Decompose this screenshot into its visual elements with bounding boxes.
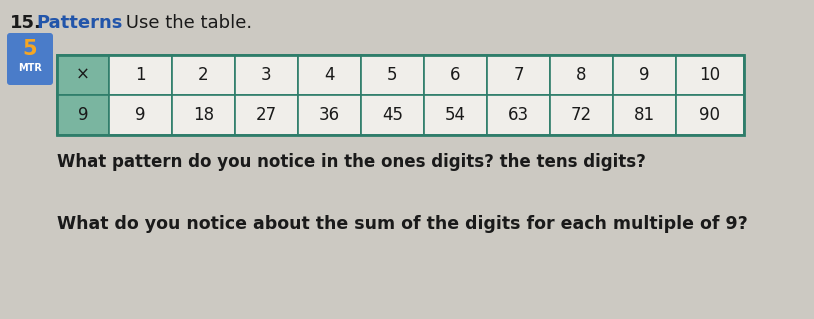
Bar (109, 95, 172, 135)
Text: 5: 5 (23, 39, 37, 59)
Text: 9: 9 (78, 106, 88, 124)
Text: 54: 54 (445, 106, 466, 124)
Text: 4: 4 (324, 66, 335, 84)
Bar (361, 95, 424, 135)
Bar (676, 95, 744, 135)
Bar (361, 55, 424, 95)
Text: 36: 36 (319, 106, 340, 124)
Text: 72: 72 (571, 106, 592, 124)
FancyBboxPatch shape (7, 33, 53, 85)
Bar (172, 95, 235, 135)
Bar (613, 55, 676, 95)
Text: Use the table.: Use the table. (120, 14, 252, 32)
Text: 90: 90 (699, 106, 720, 124)
Text: 27: 27 (256, 106, 277, 124)
Bar (298, 55, 361, 95)
Bar (676, 55, 744, 95)
Text: What pattern do you notice in the ones digits? the tens digits?: What pattern do you notice in the ones d… (57, 153, 646, 171)
Text: 63: 63 (508, 106, 529, 124)
Text: 3: 3 (261, 66, 272, 84)
Bar (487, 55, 550, 95)
Text: 6: 6 (450, 66, 461, 84)
Text: MTR: MTR (18, 63, 42, 73)
Bar (550, 55, 613, 95)
Text: 7: 7 (514, 66, 523, 84)
Bar (57, 55, 109, 95)
Text: 1: 1 (135, 66, 146, 84)
Text: 5: 5 (387, 66, 398, 84)
Bar (172, 55, 235, 95)
Text: ×: × (76, 66, 90, 84)
Text: 18: 18 (193, 106, 214, 124)
Bar (298, 95, 361, 135)
Text: 10: 10 (699, 66, 720, 84)
Bar (487, 95, 550, 135)
Bar (613, 95, 676, 135)
Bar (235, 55, 298, 95)
Text: 9: 9 (639, 66, 650, 84)
Text: 2: 2 (198, 66, 209, 84)
Bar (57, 55, 744, 135)
Text: 81: 81 (634, 106, 655, 124)
Bar (109, 55, 172, 95)
Bar (235, 95, 298, 135)
Bar (424, 95, 487, 135)
Text: What do you notice about the sum of the digits for each multiple of 9?: What do you notice about the sum of the … (57, 215, 748, 233)
Text: 15.: 15. (10, 14, 42, 32)
Text: 45: 45 (382, 106, 403, 124)
Text: Patterns: Patterns (36, 14, 122, 32)
Text: 8: 8 (576, 66, 587, 84)
Bar (424, 55, 487, 95)
Text: 9: 9 (135, 106, 146, 124)
Bar (550, 95, 613, 135)
Bar (57, 95, 109, 135)
